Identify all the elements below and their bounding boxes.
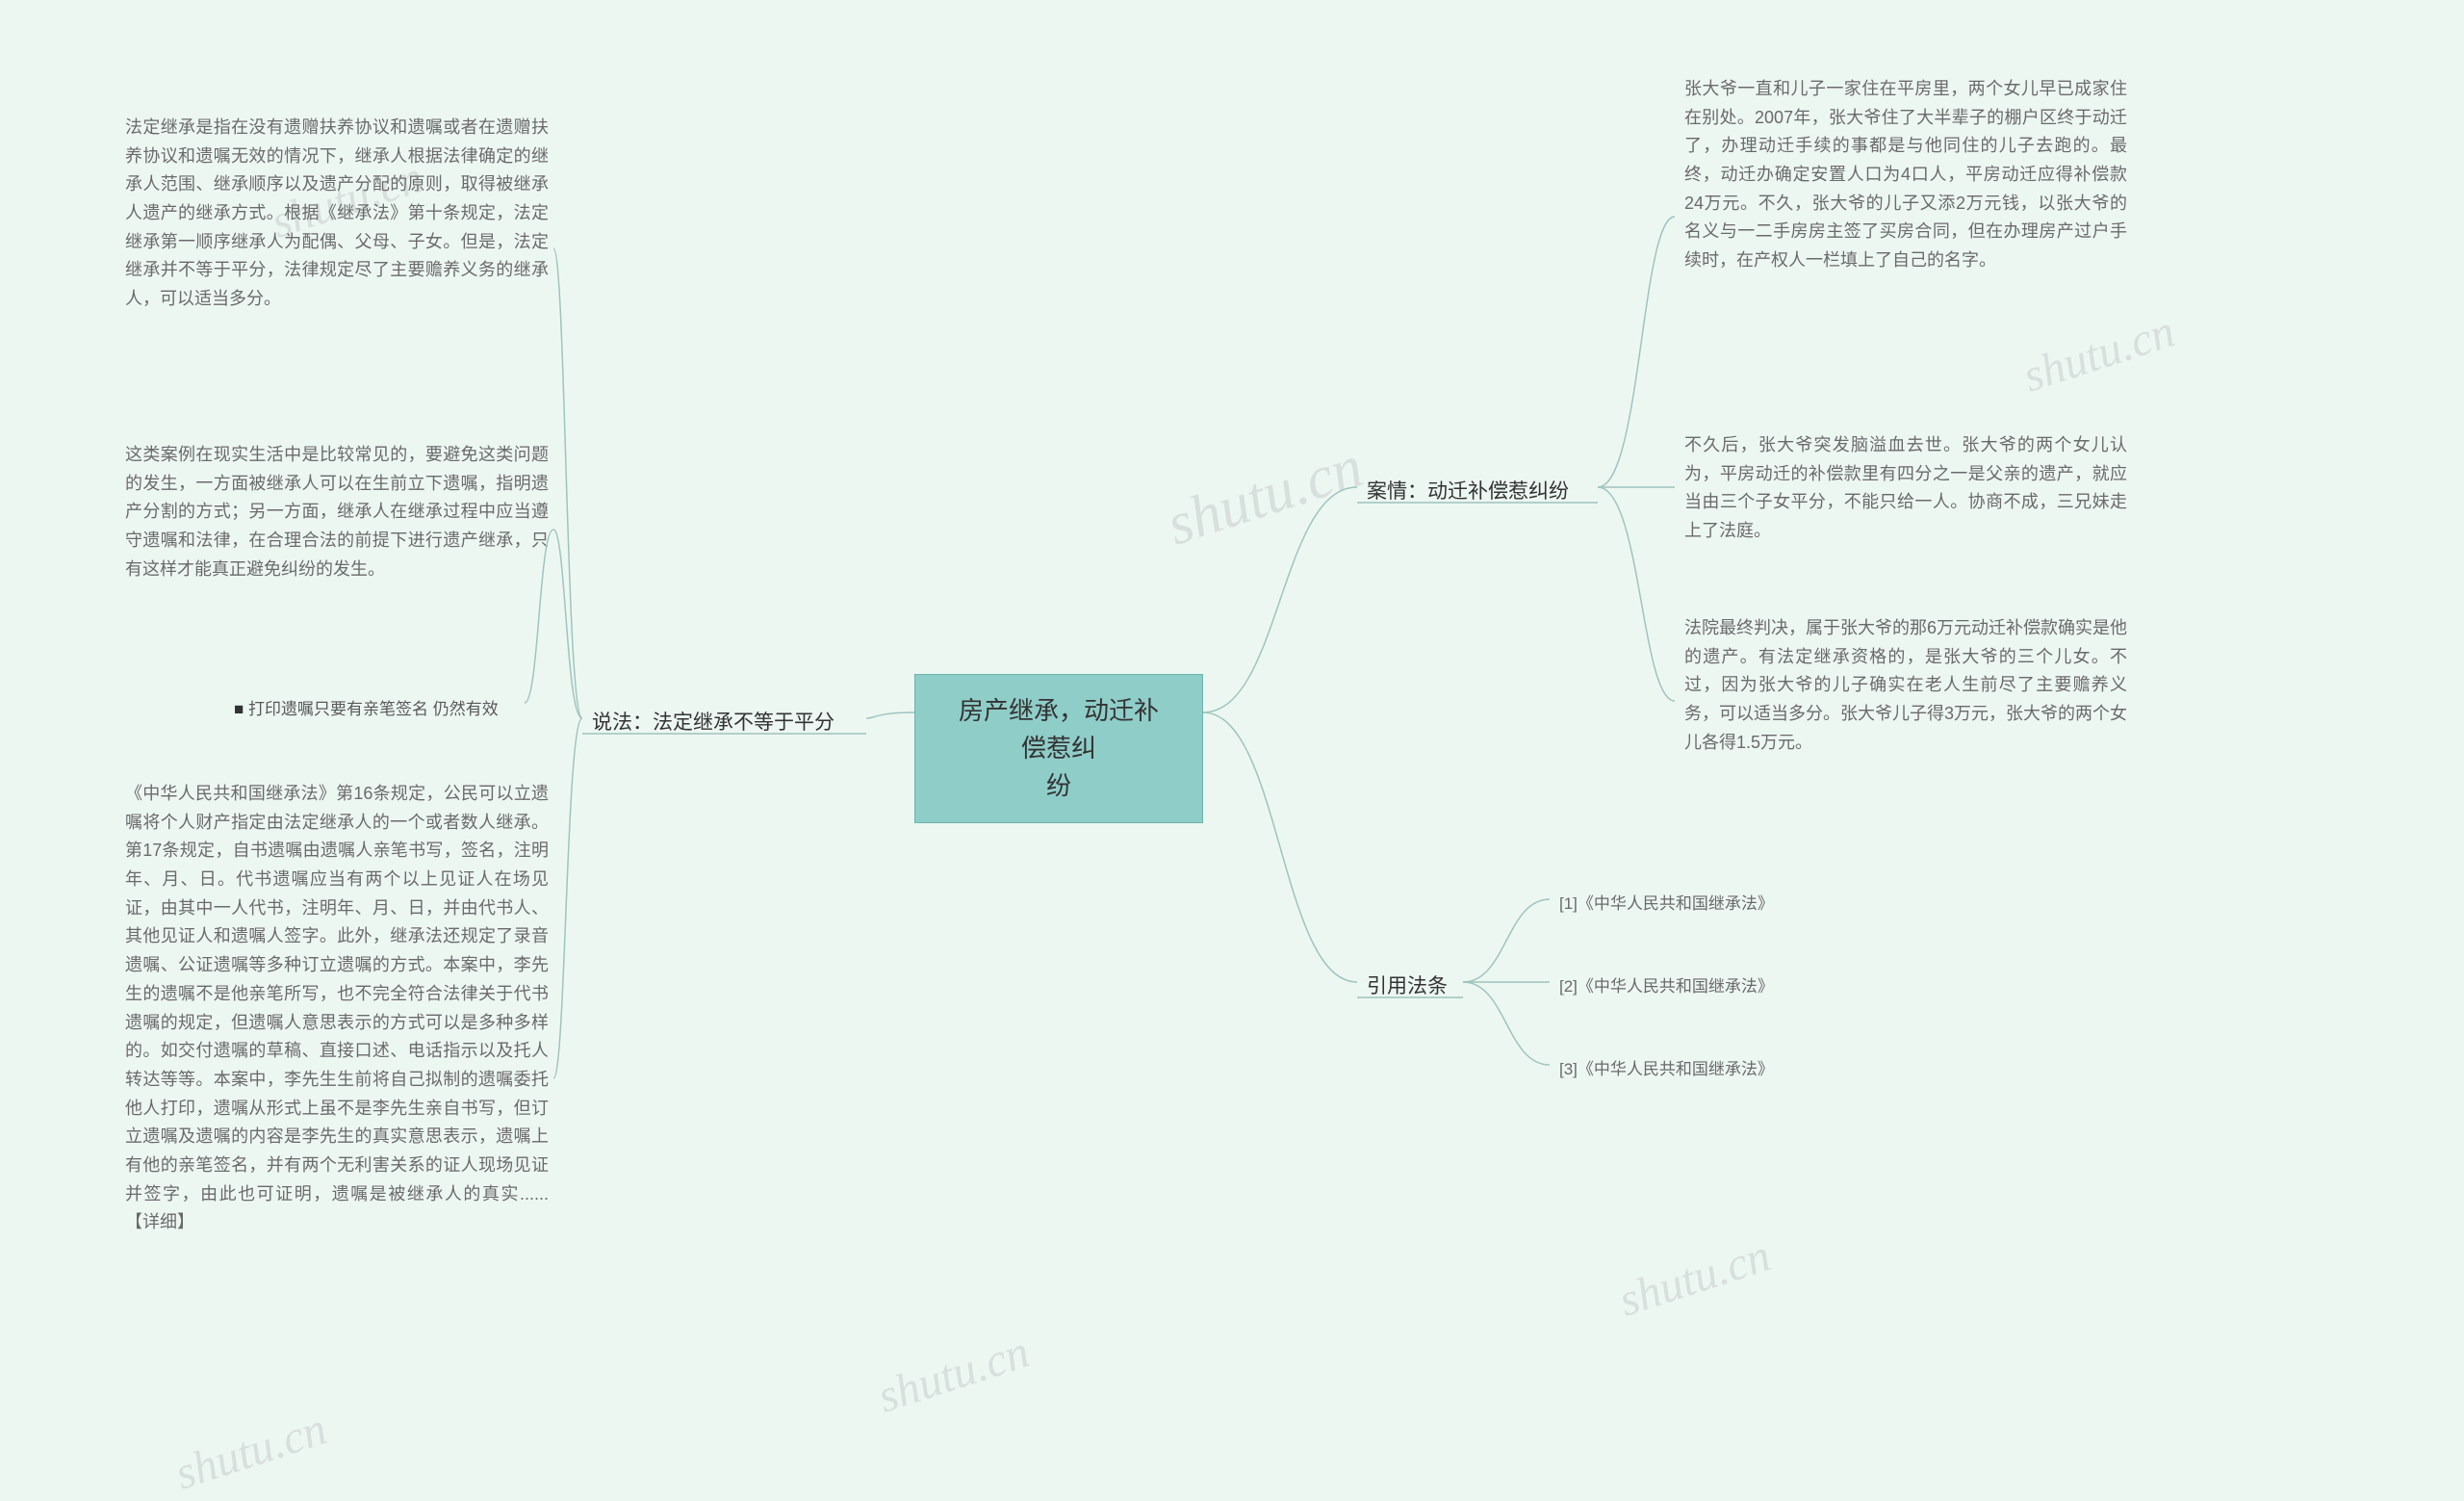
explain-leaf-3: 《中华人民共和国继承法》第16条规定，公民可以立遗嘱将个人财产指定由法定继承人的…	[125, 780, 549, 1237]
watermark: shutu.cn	[168, 1402, 332, 1500]
case-leaf-3: 法院最终判决，属于张大爷的那6万元动迁补偿款确实是他的遗产。有法定继承资格的，是…	[1684, 614, 2127, 757]
watermark: shutu.cn	[1612, 1229, 1776, 1327]
center-node[interactable]: 房产继承，动迁补偿惹纠 纷	[914, 674, 1203, 823]
branch-case[interactable]: 案情：动迁补偿惹纠纷	[1367, 476, 1569, 505]
law-ref-3: [3]《中华人民共和国继承法》	[1559, 1055, 1774, 1079]
watermark: shutu.cn	[2016, 304, 2180, 402]
law-ref-2: [2]《中华人民共和国继承法》	[1559, 972, 1774, 996]
branch-explain[interactable]: 说法：法定继承不等于平分	[592, 707, 834, 736]
case-leaf-1: 张大爷一直和儿子一家住在平房里，两个女儿早已成家住在别处。2007年，张大爷住了…	[1684, 75, 2127, 275]
case-leaf-2: 不久后，张大爷突发脑溢血去世。张大爷的两个女儿认为，平房动迁的补偿款里有四分之一…	[1684, 431, 2127, 546]
law-ref-1: [1]《中华人民共和国继承法》	[1559, 890, 1774, 914]
explain-leaf-1: 法定继承是指在没有遗赠扶养协议和遗嘱或者在遗赠扶养协议和遗嘱无效的情况下，继承人…	[125, 114, 549, 314]
watermark-text: shutu.cn	[1159, 433, 1370, 557]
watermark: shutu.cn	[1159, 433, 1371, 560]
explain-leaf-2: 这类案例在现实生活中是比较常见的，要避免这类问题的发生，一方面被继承人可以在生前…	[125, 441, 549, 583]
center-title-line1: 房产继承，动迁补偿惹纠	[959, 696, 1159, 763]
bullet-icon: ■	[234, 700, 248, 718]
explain-sub: ■ 打印遗嘱只要有亲笔签名 仍然有效	[234, 695, 499, 719]
branch-law[interactable]: 引用法条	[1367, 970, 1448, 999]
center-title-line2: 纷	[1046, 771, 1071, 800]
watermark: shutu.cn	[871, 1325, 1035, 1423]
explain-sub-text: 打印遗嘱只要有亲笔签名 仍然有效	[248, 700, 499, 718]
